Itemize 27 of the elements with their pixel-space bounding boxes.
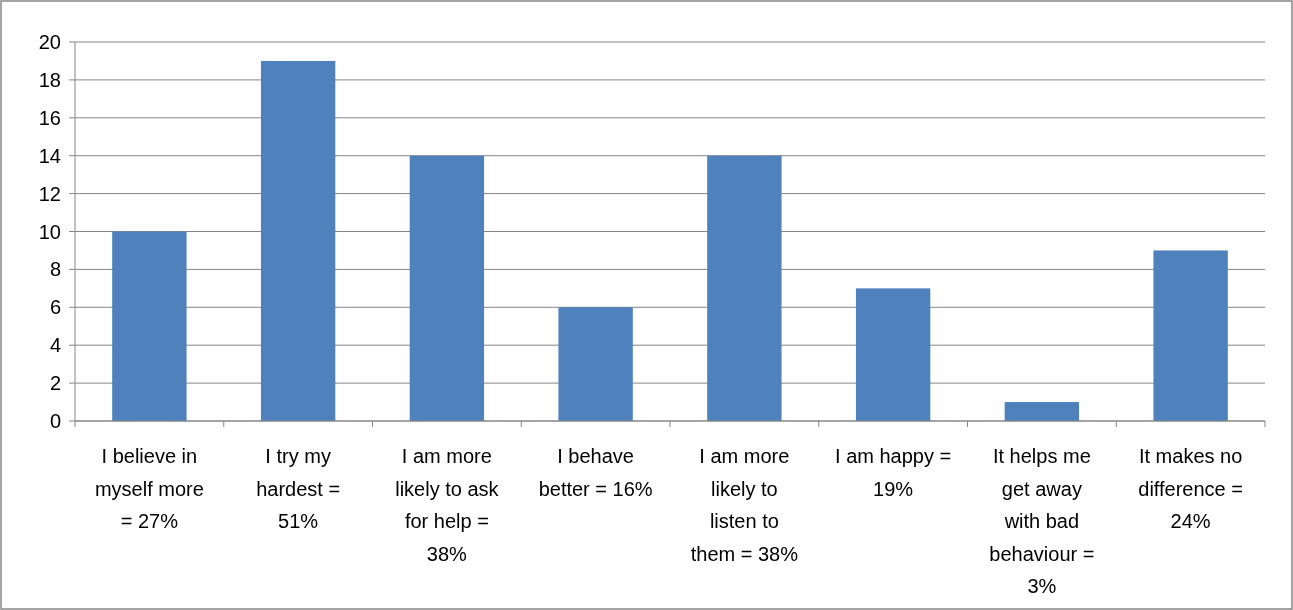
bar [707, 155, 782, 421]
y-tick-label: 14 [38, 144, 61, 167]
bar [1153, 250, 1228, 421]
y-tick-label: 20 [38, 31, 61, 53]
x-tick-label: I am more likely to listen to them = 38% [690, 445, 799, 565]
bar [855, 288, 931, 421]
y-tick-label: 10 [38, 220, 61, 243]
bar [112, 231, 187, 421]
y-tick-label: 0 [49, 410, 61, 432]
x-tick-label: It makes no difference = 24% [1138, 445, 1243, 532]
y-tick-label: 6 [49, 296, 61, 319]
x-tick-label: I behave better = 16% [538, 445, 653, 500]
y-tick-label: 16 [38, 106, 61, 129]
y-tick-label: 18 [38, 68, 61, 91]
x-tick-label: I believe in myself more = 27% [94, 445, 204, 532]
x-tick-label: I am happy = 19% [835, 445, 952, 500]
bar [260, 60, 336, 421]
y-tick-label: 4 [49, 334, 61, 357]
x-tick-label: It helps me get away with bad behaviour = 3% [989, 445, 1095, 597]
y-tick-label: 2 [49, 372, 61, 395]
x-tick-label: I am more likely to ask for help = 38% [395, 445, 500, 565]
bar [409, 155, 485, 421]
bar [1004, 402, 1080, 421]
y-tick-label: 8 [49, 258, 61, 281]
y-tick-label: 12 [38, 182, 61, 205]
bar [558, 307, 633, 421]
x-tick-label: I try my hardest = 51% [256, 445, 341, 532]
